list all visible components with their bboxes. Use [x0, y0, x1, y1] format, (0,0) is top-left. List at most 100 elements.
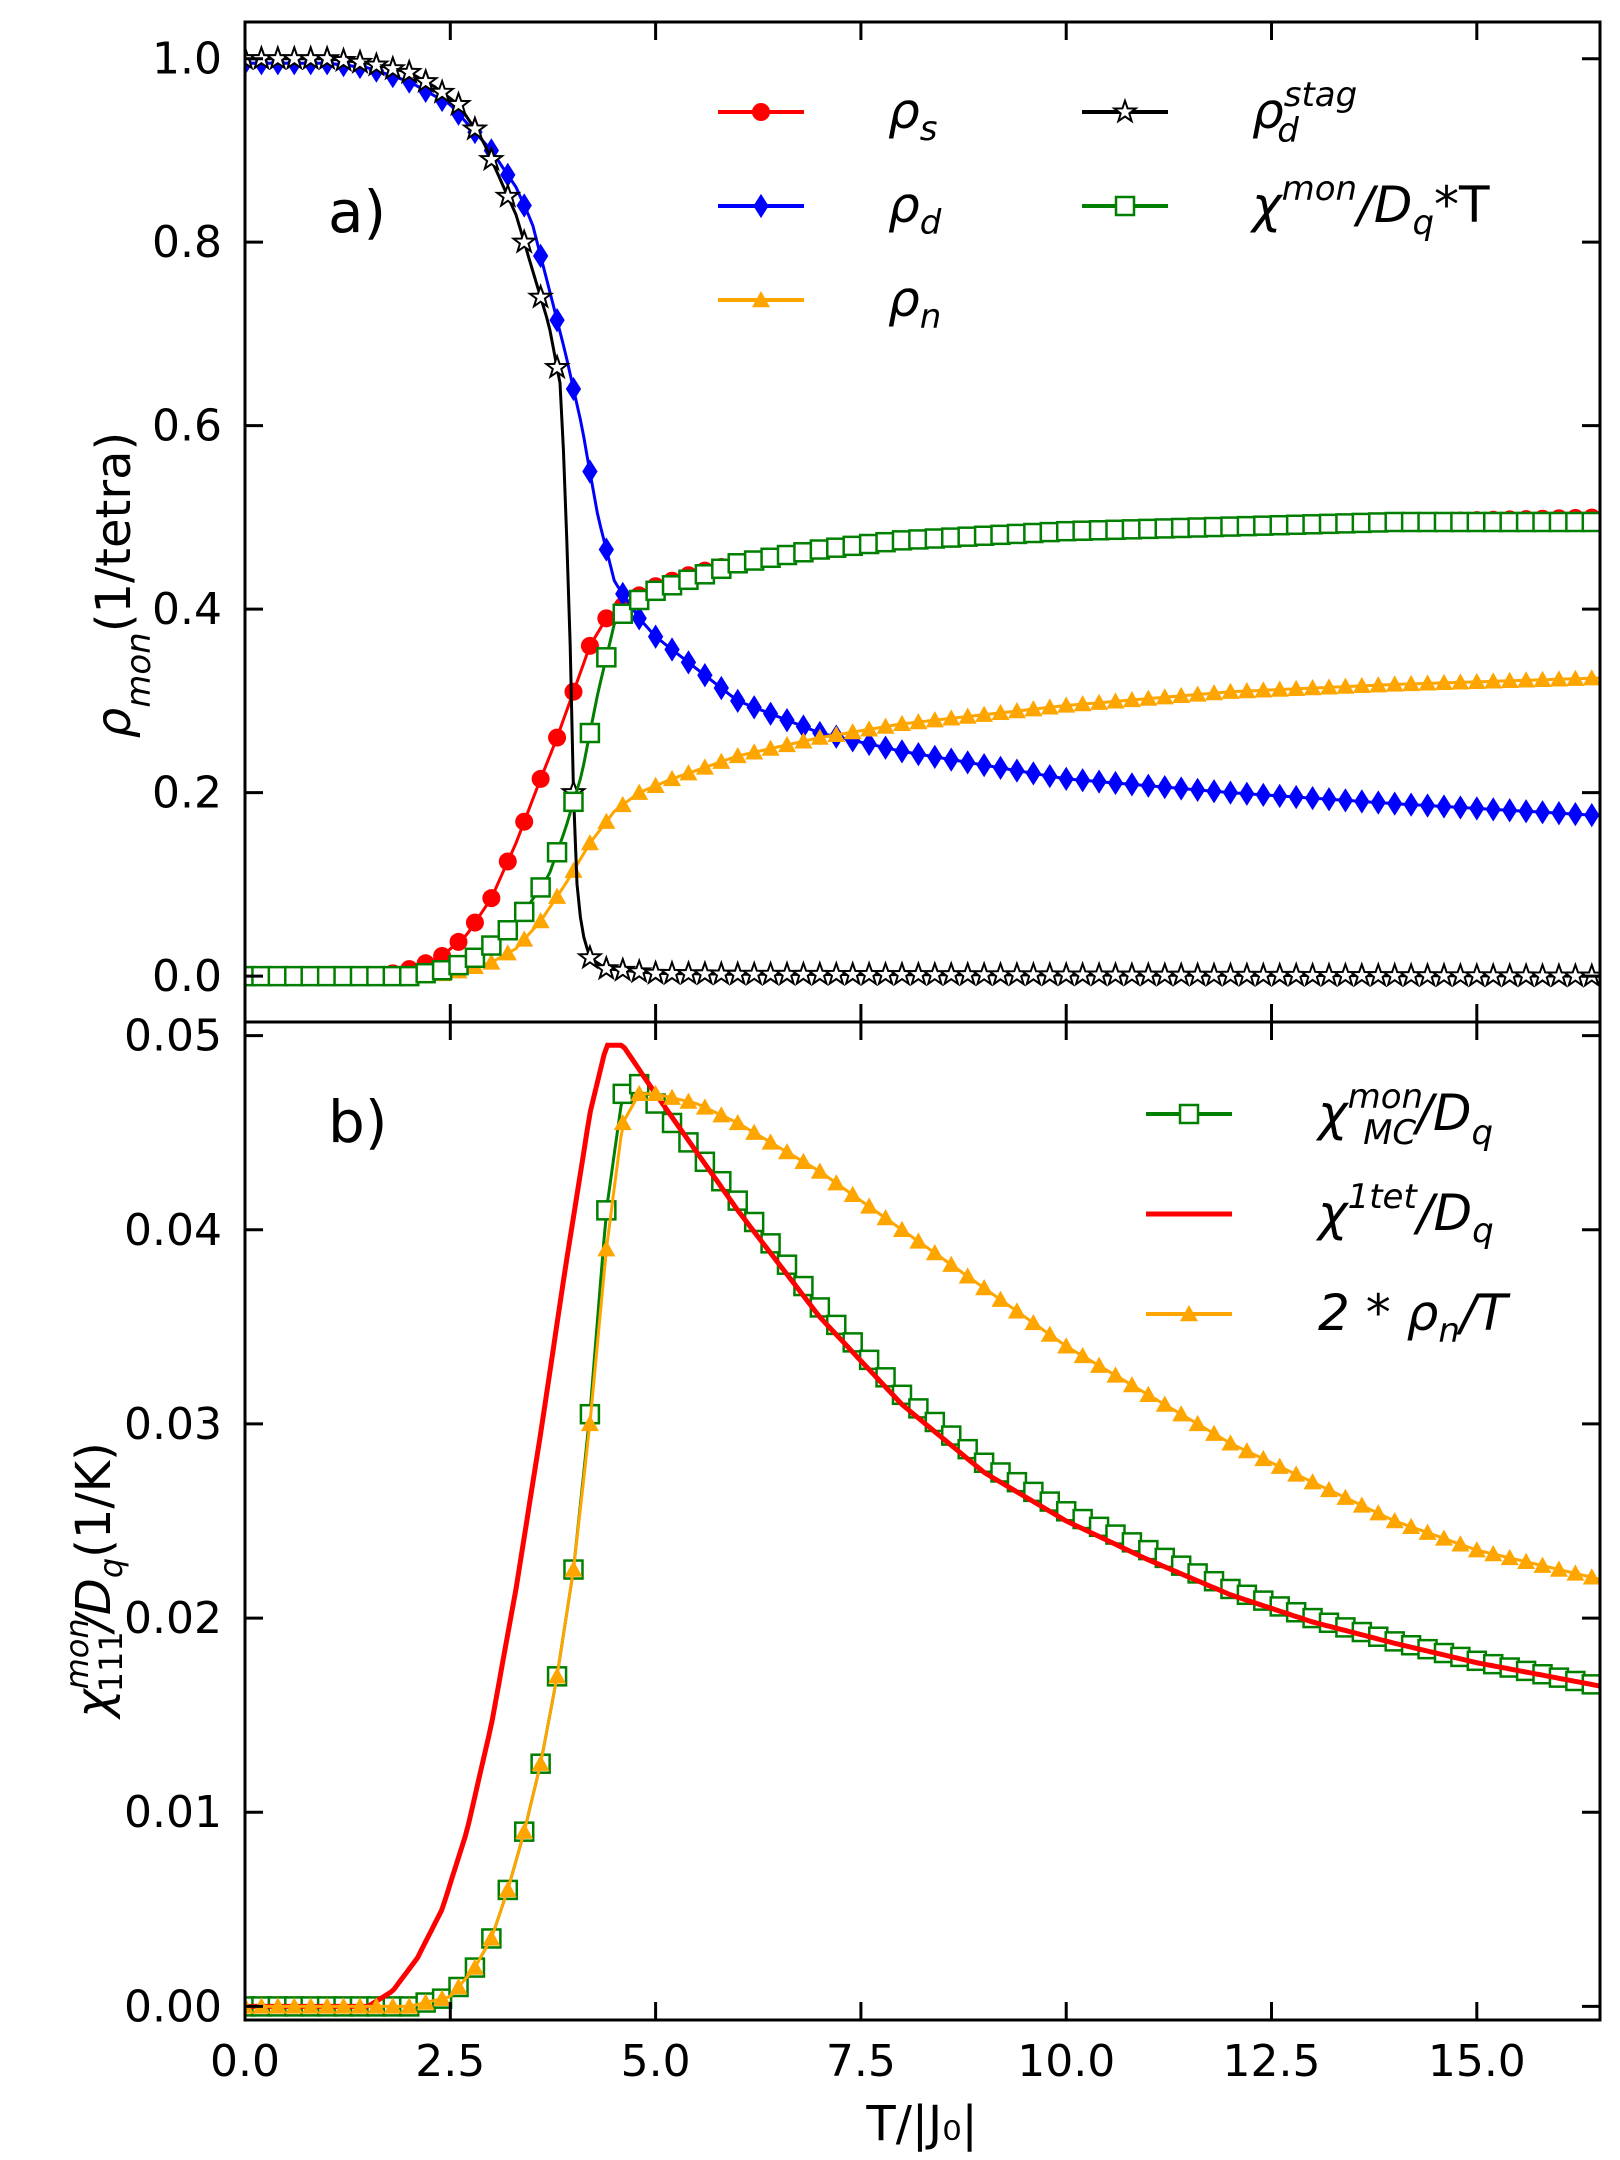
data-point [1270, 680, 1289, 697]
panel-a-ticks: 0.0 0.2 0.4 0.6 0.8 1.0 [152, 22, 1600, 1022]
data-point [1270, 1457, 1289, 1474]
data-point [1073, 1346, 1092, 1364]
plot-area [245, 1042, 1600, 2017]
data-point [1042, 763, 1058, 789]
data-point [428, 78, 456, 104]
data-point [1320, 1480, 1338, 1498]
data-point [925, 711, 944, 728]
data-point [1007, 1302, 1026, 1319]
data-point [876, 1209, 895, 1226]
data-point [1040, 698, 1059, 715]
data-point [1090, 1356, 1109, 1373]
data-point [515, 812, 534, 831]
data-point [745, 1123, 764, 1140]
data-point [1155, 688, 1174, 705]
data-point [877, 735, 894, 760]
data-point [482, 953, 501, 970]
legend-label: χ1tet/Dq [1315, 1177, 1494, 1251]
data-point [1502, 798, 1518, 823]
legend-label: χmon/Dq*T [1249, 169, 1490, 243]
data-point [1303, 679, 1322, 696]
data-point [548, 1667, 567, 1684]
data-point [613, 1113, 632, 1131]
data-point [779, 708, 795, 733]
data-point [1058, 766, 1074, 792]
data-point [412, 67, 440, 94]
legend-marker [1178, 1103, 1200, 1125]
data-point [1549, 1560, 1568, 1577]
data-point [1533, 1556, 1552, 1573]
panel-b-label: b) [328, 1088, 387, 1156]
data-point [1352, 1496, 1371, 1513]
data-point [778, 1143, 796, 1160]
data-point [1222, 780, 1239, 805]
panel-b-frame [243, 1020, 1602, 2022]
panel-a-label: a) [328, 178, 386, 246]
legend-marker [752, 291, 770, 308]
data-point [1140, 773, 1156, 798]
data-point [1452, 795, 1469, 820]
panel-a-legend: ρs ρd ρn ρstag d χmon/Dq*T [718, 75, 1490, 337]
data-point [1157, 774, 1173, 800]
y-tick-label: 1.0 [152, 34, 222, 85]
data-point [1582, 669, 1600, 686]
data-point [1485, 797, 1501, 822]
data-point [1403, 792, 1419, 817]
data-point [1517, 1552, 1536, 1569]
data-point [1057, 696, 1076, 713]
x-tick-label: 0.0 [210, 2036, 280, 2087]
data-point [582, 459, 598, 484]
legend-label: χmon MC/Dq [1315, 1077, 1493, 1153]
panel-b-ticks: 0.00 0.01 0.02 0.03 0.04 0.05 0.0 2.5 5.0 7.5 10.0… [124, 1011, 1600, 2087]
data-point [1237, 1442, 1256, 1459]
y-tick-label: 0.4 [152, 584, 222, 635]
data-point [580, 636, 599, 655]
data-point [498, 944, 517, 961]
x-tick-label: 12.5 [1223, 2036, 1321, 2087]
data-point [1469, 796, 1485, 821]
data-point [992, 755, 1009, 781]
data-point [530, 877, 551, 898]
data-point [728, 746, 747, 764]
data-point [647, 624, 664, 649]
data-point [976, 752, 992, 778]
data-point [810, 1162, 829, 1179]
data-point [646, 1084, 665, 1102]
data-point [695, 758, 714, 775]
data-point [564, 682, 583, 701]
data-point [1451, 1535, 1470, 1552]
data-point [646, 776, 665, 793]
y-tick-label: 0.04 [124, 1205, 222, 1256]
series-2 [245, 669, 1600, 984]
data-point [564, 861, 583, 878]
data-point [1369, 1504, 1388, 1521]
data-point [580, 834, 599, 851]
data-point [1255, 782, 1271, 807]
data-point [1467, 672, 1486, 690]
data-point [1354, 789, 1370, 814]
y-tick-label: 0.03 [124, 1399, 222, 1450]
y-tick-label: 0.01 [124, 1787, 222, 1838]
data-point [613, 795, 632, 813]
data-point [597, 1240, 616, 1257]
data-point [631, 606, 647, 631]
data-point [975, 1279, 994, 1296]
data-point [531, 912, 550, 929]
data-point [498, 1880, 517, 1898]
data-point [1139, 1385, 1158, 1402]
legend-label: 2 * ρn/T [1318, 1284, 1511, 1351]
data-point [513, 901, 535, 923]
data-point [1024, 700, 1043, 717]
data-point [1434, 1529, 1453, 1546]
data-point [531, 769, 550, 788]
data-point [563, 791, 584, 813]
data-point [564, 1560, 583, 1577]
data-point [1549, 670, 1568, 687]
data-point [630, 783, 649, 800]
data-point [712, 1106, 731, 1123]
data-point [663, 1088, 682, 1105]
legend-label: ρstag d [1252, 75, 1357, 151]
data-point [810, 728, 829, 745]
data-point [1584, 802, 1600, 828]
x-axis-label: T/|J₀| [865, 2096, 977, 2152]
